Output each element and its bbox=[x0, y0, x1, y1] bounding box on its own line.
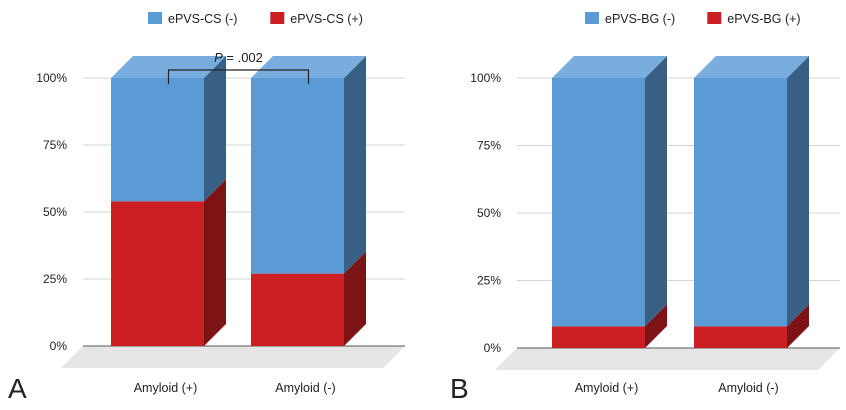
legend-label: ePVS-BG (-) bbox=[605, 12, 675, 26]
legend-label: ePVS-CS (-) bbox=[168, 12, 237, 26]
floor-plane bbox=[61, 346, 405, 368]
x-category-label: Amyloid (+) bbox=[134, 381, 198, 395]
panel-letter: B bbox=[450, 373, 469, 404]
legend-swatch bbox=[585, 12, 599, 24]
bar-segment-side bbox=[344, 56, 366, 274]
y-tick-label: 0% bbox=[484, 341, 502, 355]
y-tick-label: 0% bbox=[50, 339, 68, 353]
bar-top-face bbox=[694, 56, 809, 78]
legend-label: ePVS-BG (+) bbox=[727, 12, 800, 26]
y-tick-label: 75% bbox=[43, 138, 67, 152]
y-tick-label: 50% bbox=[43, 205, 67, 219]
bar-segment-front bbox=[694, 78, 787, 327]
bar-segment-side bbox=[204, 56, 226, 202]
y-tick-label: 25% bbox=[43, 272, 67, 286]
p-symbol: P bbox=[214, 50, 223, 65]
y-tick-label: 25% bbox=[477, 274, 501, 288]
legend-swatch bbox=[270, 12, 285, 24]
panel-a: 0% 25% 50% 75% 100% Amyloid (+) Amyloid (-) ePV… bbox=[8, 12, 405, 404]
y-tick-label: 75% bbox=[477, 139, 501, 153]
bar-segment-front bbox=[251, 78, 344, 274]
significance-bracket bbox=[167, 69, 310, 84]
x-category-label: Amyloid (-) bbox=[718, 381, 778, 395]
panel-letter: A bbox=[8, 373, 27, 404]
bar-segment-side bbox=[204, 179, 226, 346]
bar-segment-front bbox=[251, 273, 344, 346]
bar-segment-front bbox=[552, 326, 645, 348]
p-value-label: P = .002 bbox=[214, 50, 263, 65]
bar-top-face bbox=[552, 56, 667, 78]
legend-swatch bbox=[707, 12, 722, 24]
floor-plane bbox=[495, 348, 840, 370]
bar-top-face bbox=[111, 56, 226, 78]
p-value: = .002 bbox=[223, 50, 263, 65]
bar-segment-side bbox=[787, 56, 809, 327]
x-category-label: Amyloid (+) bbox=[575, 381, 639, 395]
y-tick-label: 100% bbox=[470, 71, 501, 85]
x-category-label: Amyloid (-) bbox=[275, 381, 335, 395]
legend-swatch bbox=[148, 12, 162, 24]
bar-top-face bbox=[251, 56, 366, 78]
bar-segment-front bbox=[111, 201, 204, 346]
bar-segment-side bbox=[787, 304, 809, 348]
bar-segment-front bbox=[694, 326, 787, 348]
bar-segment-side bbox=[645, 56, 667, 327]
bar-segment-side bbox=[645, 304, 667, 348]
bar-segment-front bbox=[552, 78, 645, 327]
y-tick-label: 50% bbox=[477, 206, 501, 220]
y-tick-label: 100% bbox=[36, 71, 67, 85]
bar-segment-front bbox=[111, 78, 204, 202]
legend-label: ePVS-CS (+) bbox=[290, 12, 363, 26]
bar-segment-side bbox=[344, 251, 366, 346]
panel-b: 0% 25% 50% 75% 100% Amyloid (+) Amyloid (-) ePV… bbox=[450, 12, 840, 404]
